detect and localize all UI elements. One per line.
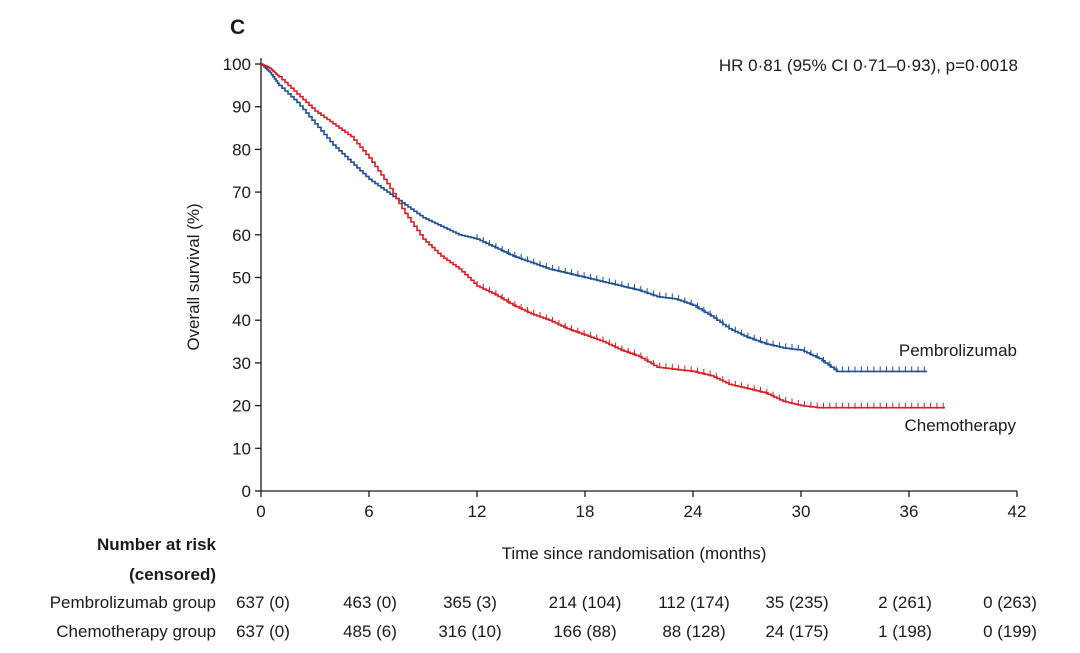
x-tick-label: 0 xyxy=(256,502,265,521)
risk-value: 0 (263) xyxy=(983,593,1037,612)
x-tick-label: 18 xyxy=(576,502,595,521)
y-axis-label: Overall survival (%) xyxy=(184,203,203,350)
risk-value: 0 (199) xyxy=(983,622,1037,641)
hazard-ratio-annotation: HR 0·81 (95% CI 0·71–0·93), p=0·0018 xyxy=(719,56,1018,75)
x-axis-label: Time since randomisation (months) xyxy=(502,544,767,563)
y-tick-label: 40 xyxy=(232,311,251,330)
y-tick-label: 60 xyxy=(232,226,251,245)
risk-value: 166 (88) xyxy=(553,622,616,641)
risk-value: 35 (235) xyxy=(765,593,828,612)
risk-row-label-chemotherapy: Chemotherapy group xyxy=(56,622,216,641)
y-tick-label: 10 xyxy=(232,439,251,458)
risk-value: 485 (6) xyxy=(343,622,397,641)
risk-table-header: Number at risk xyxy=(97,535,217,554)
risk-value: 463 (0) xyxy=(343,593,397,612)
y-tick-label: 80 xyxy=(232,140,251,159)
series-line-pembrolizumab xyxy=(261,63,927,373)
risk-value: 112 (174) xyxy=(658,593,730,612)
x-tick-label: 36 xyxy=(900,502,919,521)
survival-curves xyxy=(261,63,945,409)
panel-label: C xyxy=(230,16,245,39)
series-line-chemotherapy xyxy=(261,63,945,409)
x-tick-label: 12 xyxy=(468,502,487,521)
y-tick-label: 70 xyxy=(232,183,251,202)
legend-pembrolizumab: Pembrolizumab xyxy=(899,341,1017,360)
risk-value: 24 (175) xyxy=(765,622,828,641)
y-tick-label: 30 xyxy=(232,354,251,373)
risk-value: 365 (3) xyxy=(443,593,497,612)
x-tick-label: 42 xyxy=(1008,502,1027,521)
x-axis-ticks: 0 6 12 18 24 30 36 42 xyxy=(256,491,1026,521)
y-tick-label: 20 xyxy=(232,397,251,416)
risk-row-label-pembrolizumab: Pembrolizumab group xyxy=(50,593,216,612)
risk-value: 316 (10) xyxy=(438,622,501,641)
x-tick-label: 30 xyxy=(792,502,811,521)
risk-value: 1 (198) xyxy=(878,622,932,641)
y-axis-ticks: 0 10 20 30 40 50 60 70 80 90 100 xyxy=(223,55,261,501)
risk-value: 637 (0) xyxy=(236,593,290,612)
x-tick-label: 24 xyxy=(684,502,703,521)
risk-value: 88 (128) xyxy=(662,622,725,641)
risk-value: 2 (261) xyxy=(878,593,932,612)
legend-chemotherapy: Chemotherapy xyxy=(904,416,1016,435)
y-tick-label: 100 xyxy=(223,55,251,74)
risk-value: 637 (0) xyxy=(236,622,290,641)
risk-table-subheader: (censored) xyxy=(129,565,216,584)
risk-table-values: 637 (0) 463 (0) 365 (3) 214 (104) 112 (174) 3… xyxy=(236,593,1037,641)
risk-value: 214 (104) xyxy=(549,593,622,612)
x-tick-label: 6 xyxy=(364,502,373,521)
y-tick-label: 0 xyxy=(242,482,251,501)
censor-marks xyxy=(476,234,944,409)
y-tick-label: 50 xyxy=(232,269,251,288)
y-tick-label: 90 xyxy=(232,98,251,117)
